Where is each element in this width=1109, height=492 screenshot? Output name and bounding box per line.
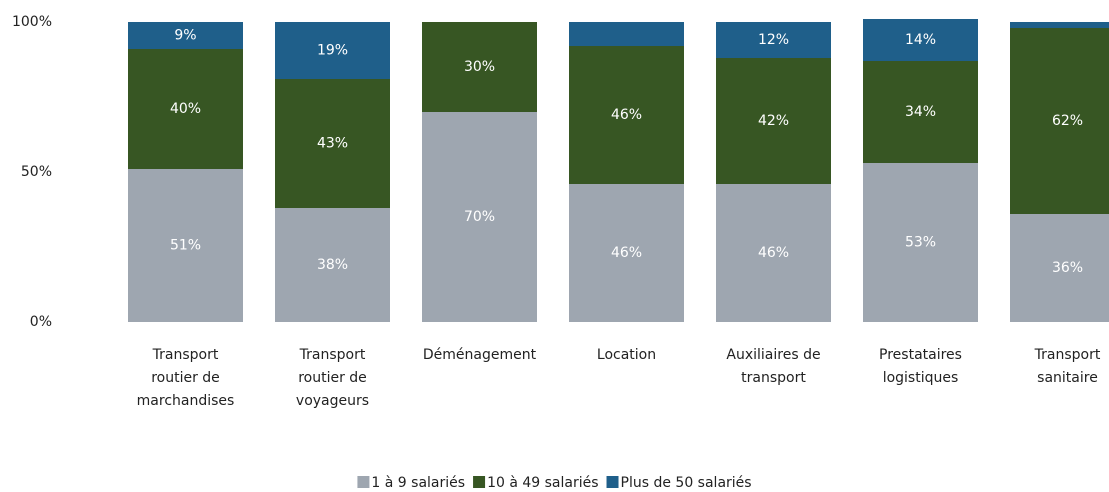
y-tick-label: 100%	[12, 14, 52, 30]
x-tick-label: Location	[597, 347, 656, 363]
data-label: 70%	[464, 209, 495, 225]
legend-label: 10 à 49 salariés	[487, 475, 598, 491]
data-label: 19%	[317, 43, 348, 59]
bar-segment	[275, 208, 390, 322]
y-tick-label: 0%	[30, 314, 52, 330]
bar-segment	[275, 79, 390, 208]
legend-label: Plus de 50 salariés	[621, 475, 752, 491]
x-tick-label: Transport	[299, 347, 366, 363]
data-label: 42%	[758, 113, 789, 129]
bar-segment	[275, 22, 390, 79]
data-label: 46%	[611, 245, 642, 261]
bar-segment	[863, 163, 978, 322]
x-tick-label: transport	[741, 370, 806, 386]
data-label: 12%	[758, 32, 789, 48]
data-label: 9%	[174, 28, 196, 44]
legend-swatch	[606, 476, 619, 488]
data-label: 62%	[1052, 113, 1083, 129]
bar-segment	[863, 19, 978, 61]
x-tick-label: Transport	[1034, 347, 1101, 363]
bar-segment	[1010, 22, 1109, 28]
bar-segment	[569, 184, 684, 322]
x-tick-label: Auxiliaires de	[726, 347, 820, 363]
x-tick-label: Transport	[152, 347, 219, 363]
data-label: 36%	[1052, 260, 1083, 276]
bar-segment	[1010, 28, 1109, 214]
bar-segment	[569, 22, 684, 46]
bar-segment	[128, 169, 243, 322]
x-tick-label: sanitaire	[1037, 370, 1098, 386]
data-label: 14%	[905, 32, 936, 48]
data-label: 51%	[170, 238, 201, 254]
y-tick-label: 50%	[21, 164, 52, 180]
legend-swatch	[357, 476, 370, 488]
x-tick-label: marchandises	[137, 393, 235, 409]
x-tick-label: logistiques	[883, 370, 959, 386]
data-label: 46%	[758, 245, 789, 261]
x-tick-label: routier de	[298, 370, 367, 386]
bar-segment	[716, 58, 831, 184]
bar-segment	[128, 49, 243, 169]
data-label: 53%	[905, 235, 936, 251]
bar-segment	[716, 22, 831, 58]
legend: 1 à 9 salariés 10 à 49 salariés Plus de 50…	[357, 475, 752, 491]
data-label: 43%	[317, 136, 348, 152]
bar-segment	[716, 184, 831, 322]
bar-segment	[422, 112, 537, 322]
bar-segment	[1010, 214, 1109, 322]
x-tick-label: Prestataires	[879, 347, 962, 363]
data-label: 38%	[317, 257, 348, 273]
x-tick-label: Déménagement	[423, 347, 537, 363]
bar-segment	[863, 61, 978, 163]
bar-segment	[128, 22, 243, 49]
data-label: 30%	[464, 59, 495, 75]
bar-segment	[569, 46, 684, 184]
x-tick-label: routier de	[151, 370, 220, 386]
legend-label: 1 à 9 salariés	[371, 475, 465, 491]
x-tick-label: voyageurs	[296, 393, 369, 409]
data-label: 34%	[905, 104, 936, 120]
data-label: 46%	[611, 107, 642, 123]
data-label: 40%	[170, 101, 201, 117]
bar-segment	[422, 22, 537, 112]
legend-swatch	[473, 476, 486, 488]
